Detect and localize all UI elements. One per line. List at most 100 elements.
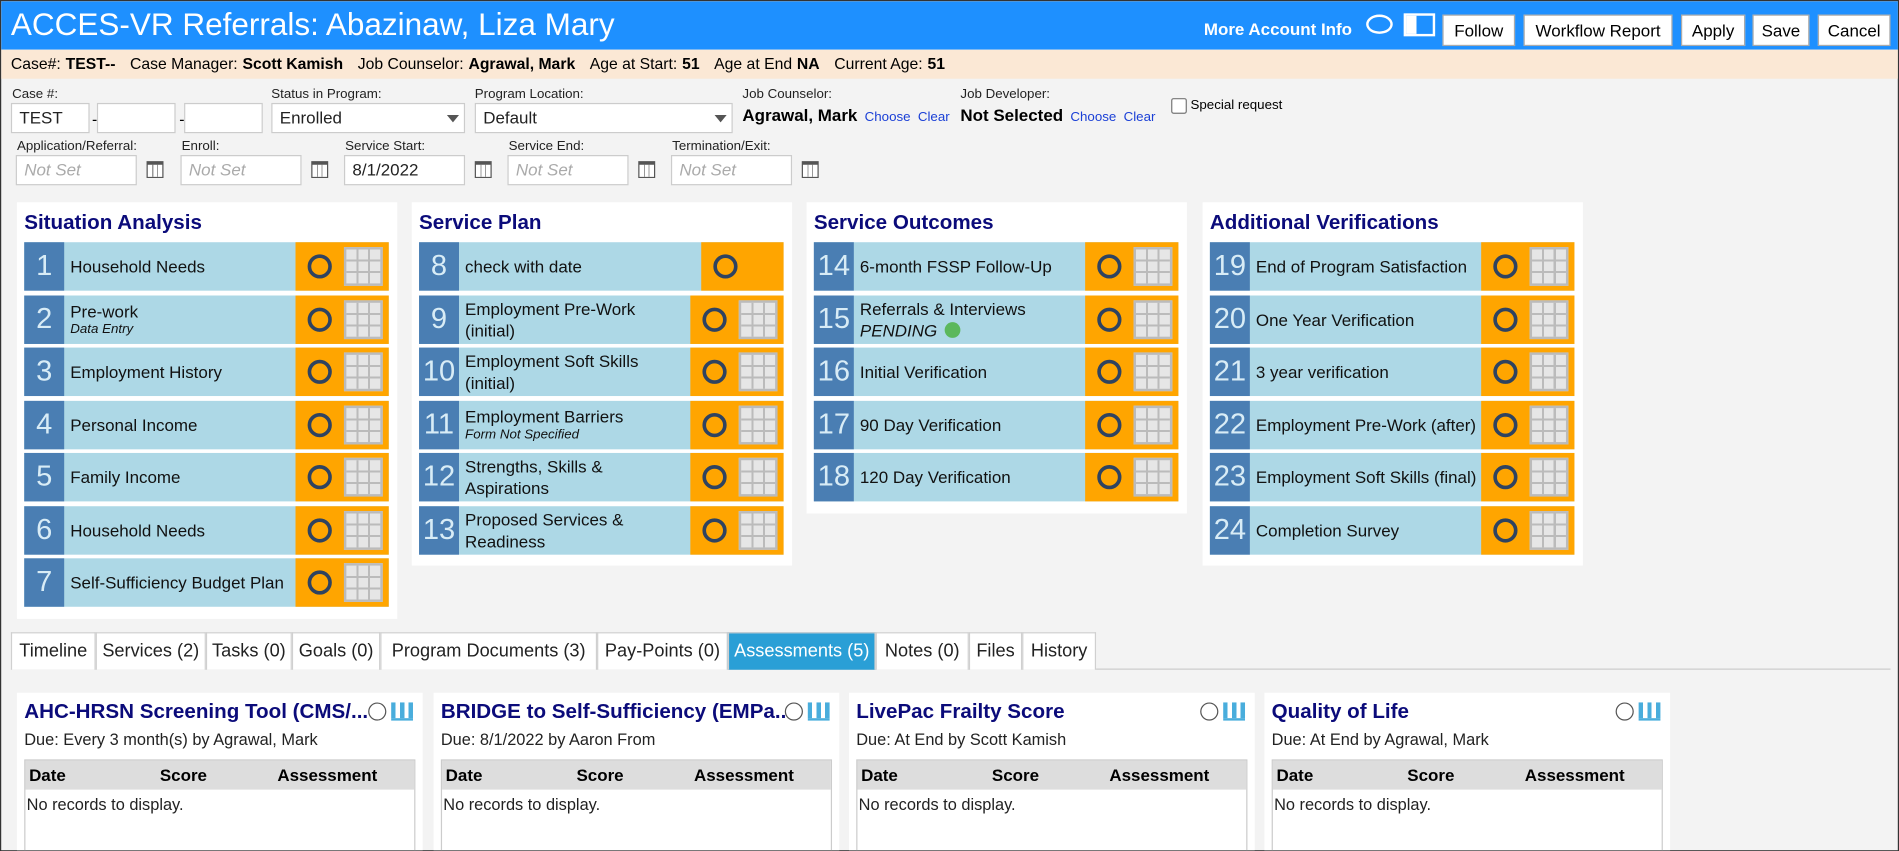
workflow-item[interactable]: 6 Household Needs	[24, 505, 389, 555]
add-icon[interactable]	[784, 702, 803, 721]
text-input[interactable]: Not Set	[670, 155, 793, 186]
tab[interactable]: Services (2)	[95, 632, 206, 670]
grid-icon[interactable]	[343, 299, 383, 339]
grid-icon[interactable]	[1529, 299, 1569, 339]
status-ring[interactable]	[307, 465, 332, 490]
calendar-icon[interactable]	[638, 161, 656, 179]
status-ring[interactable]	[1493, 307, 1518, 332]
calendar-icon[interactable]	[801, 161, 819, 179]
status-ring[interactable]	[307, 517, 332, 542]
workflow-item[interactable]: 16 Initial Verification	[813, 347, 1179, 397]
workflow-item[interactable]: 12 Strengths, Skills & Aspirations	[419, 452, 784, 502]
workflow-item[interactable]: 17 90 Day Verification	[813, 400, 1179, 449]
status-ring[interactable]	[1097, 254, 1122, 279]
status-ring[interactable]	[702, 465, 727, 490]
workflow-item[interactable]: 1 Household Needs	[24, 242, 389, 291]
text-input[interactable]: 8/1/2022	[343, 155, 466, 186]
grid-icon[interactable]	[1529, 457, 1569, 497]
link[interactable]: Clear	[1123, 110, 1156, 125]
grid-icon[interactable]	[343, 352, 383, 392]
workflow-item[interactable]: 24 Completion Survey	[1209, 505, 1575, 555]
grid-icon[interactable]	[1133, 247, 1173, 286]
status-ring[interactable]	[1493, 465, 1518, 490]
tab[interactable]: Assessments (5)	[727, 632, 876, 670]
grid-icon[interactable]	[1133, 299, 1173, 339]
text-input[interactable]	[184, 102, 263, 134]
status-ring[interactable]	[307, 359, 332, 384]
dropdown[interactable]: Default	[474, 102, 733, 134]
text-input[interactable]: Not Set	[507, 155, 629, 186]
header-button[interactable]: Workflow Report	[1523, 14, 1673, 47]
workflow-item[interactable]: 19 End of Program Satisfaction	[1209, 242, 1575, 291]
text-input[interactable]: Not Set	[180, 155, 302, 186]
text-input[interactable]	[96, 102, 176, 134]
grid-icon[interactable]	[343, 563, 383, 602]
calendar-icon[interactable]	[474, 161, 492, 179]
grid-icon[interactable]	[343, 405, 383, 444]
workflow-item[interactable]: 13 Proposed Services & Readiness	[419, 505, 784, 555]
status-ring[interactable]	[713, 254, 738, 279]
add-icon[interactable]	[1200, 702, 1219, 721]
workflow-item[interactable]: 22 Employment Pre-Work (after)	[1209, 400, 1575, 449]
status-ring[interactable]	[702, 517, 727, 542]
grid-icon[interactable]	[738, 299, 778, 339]
checkbox[interactable]	[1171, 98, 1187, 114]
tab[interactable]: Tasks (0)	[205, 632, 292, 670]
grid-icon[interactable]	[738, 352, 778, 392]
link[interactable]: Clear	[917, 110, 950, 125]
status-ring[interactable]	[702, 412, 727, 437]
id-card-icon[interactable]	[1403, 13, 1436, 37]
header-button[interactable]: Apply	[1681, 14, 1746, 47]
status-ring[interactable]	[307, 254, 332, 279]
chart-icon[interactable]	[1223, 702, 1246, 721]
grid-icon[interactable]	[1529, 405, 1569, 444]
status-ring[interactable]	[307, 307, 332, 332]
calendar-icon[interactable]	[146, 161, 164, 179]
grid-icon[interactable]	[1529, 510, 1569, 550]
more-account-info[interactable]: More Account Info	[1203, 19, 1353, 39]
status-ring[interactable]	[1493, 517, 1518, 542]
status-ring[interactable]	[307, 412, 332, 437]
link[interactable]: Choose	[864, 110, 911, 125]
workflow-item[interactable]: 10 Employment Soft Skills (initial)	[419, 347, 784, 397]
workflow-item[interactable]: 11 Employment Barriers Form Not Specified	[419, 400, 784, 449]
grid-icon[interactable]	[343, 247, 383, 286]
header-button[interactable]: Follow	[1442, 14, 1516, 47]
dropdown[interactable]: Enrolled	[271, 102, 466, 134]
add-icon[interactable]	[368, 702, 387, 721]
grid-icon[interactable]	[1529, 352, 1569, 392]
header-button[interactable]: Save	[1752, 14, 1810, 47]
tab[interactable]: Goals (0)	[291, 632, 381, 670]
tab[interactable]: Pay-Points (0)	[597, 632, 728, 670]
workflow-item[interactable]: 21 3 year verification	[1209, 347, 1575, 397]
grid-icon[interactable]	[343, 457, 383, 497]
status-ring[interactable]	[1097, 359, 1122, 384]
status-ring[interactable]	[1097, 465, 1122, 490]
workflow-item[interactable]: 20 One Year Verification	[1209, 294, 1575, 344]
text-input[interactable]: Not Set	[15, 155, 137, 186]
add-icon[interactable]	[1615, 702, 1634, 721]
grid-icon[interactable]	[1529, 247, 1569, 286]
workflow-item[interactable]: 18 120 Day Verification	[813, 452, 1179, 502]
workflow-item[interactable]: 2 Pre-work Data Entry	[24, 294, 389, 344]
chart-icon[interactable]	[1638, 702, 1661, 721]
grid-icon[interactable]	[1133, 352, 1173, 392]
grid-icon[interactable]	[1133, 457, 1173, 497]
tab[interactable]: Notes (0)	[875, 632, 969, 670]
grid-icon[interactable]	[738, 510, 778, 550]
chart-icon[interactable]	[807, 702, 830, 721]
text-input[interactable]: TEST	[10, 102, 90, 134]
tab[interactable]: History	[1022, 632, 1097, 670]
workflow-item[interactable]: 23 Employment Soft Skills (final)	[1209, 452, 1575, 502]
status-ring[interactable]	[1493, 254, 1518, 279]
status-ring[interactable]	[1493, 359, 1518, 384]
workflow-item[interactable]: 5 Family Income	[24, 452, 389, 502]
tab[interactable]: Program Documents (3)	[380, 632, 598, 670]
workflow-item[interactable]: 7 Self-Sufficiency Budget Plan	[24, 558, 389, 607]
status-ring[interactable]	[702, 359, 727, 384]
header-button[interactable]: Cancel	[1817, 14, 1891, 47]
workflow-item[interactable]: 14 6-month FSSP Follow-Up	[813, 242, 1179, 291]
grid-icon[interactable]	[738, 405, 778, 444]
workflow-item[interactable]: 15 Referrals & Interviews PENDING	[813, 294, 1179, 344]
status-ring[interactable]	[307, 570, 332, 595]
